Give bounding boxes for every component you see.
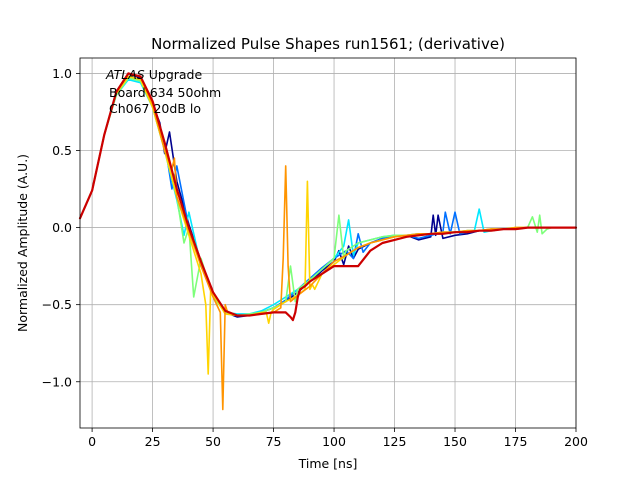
annotation-line-1: ATLAS Upgrade: [105, 67, 202, 82]
plot-frame: [79, 57, 577, 429]
y-tick-label: 0.0: [52, 220, 72, 235]
grid-lines: [80, 58, 577, 428]
series-line-trace-7: [78, 72, 578, 322]
x-tick-label: 125: [383, 434, 407, 449]
x-tick-label: 150: [443, 434, 467, 449]
x-tick-label: 200: [564, 434, 588, 449]
x-axis-label: Time [ns]: [298, 456, 358, 471]
x-tick-label: 0: [88, 434, 96, 449]
upgrade-label: Upgrade: [149, 67, 203, 82]
chart-title: Normalized Pulse Shapes run1561; (deriva…: [151, 35, 505, 53]
y-axis-ticks: 1.0 0.5 0.0 −0.5 −1.0: [42, 66, 80, 389]
atlas-label: ATLAS: [105, 67, 145, 82]
x-axis-ticks: 0 25 50 75 100 125 150 175 200: [88, 428, 588, 449]
y-tick-label: −1.0: [42, 374, 72, 389]
x-tick-label: 100: [322, 434, 346, 449]
annotation: ATLAS Upgrade Board 634 50ohm Ch067 20dB …: [105, 67, 221, 116]
x-tick-label: 25: [145, 434, 161, 449]
series-lines: [78, 72, 578, 411]
x-tick-label: 75: [266, 434, 282, 449]
y-tick-label: 1.0: [52, 66, 72, 81]
annotation-board: Board 634 50ohm: [109, 85, 221, 100]
x-tick-label: 175: [504, 434, 528, 449]
annotation-channel: Ch067 20dB lo: [109, 101, 201, 116]
y-tick-label: 0.5: [52, 143, 72, 158]
y-tick-label: −0.5: [42, 297, 72, 312]
x-tick-label: 50: [205, 434, 221, 449]
y-axis-label: Normalized Amplitude (A.U.): [15, 154, 30, 332]
